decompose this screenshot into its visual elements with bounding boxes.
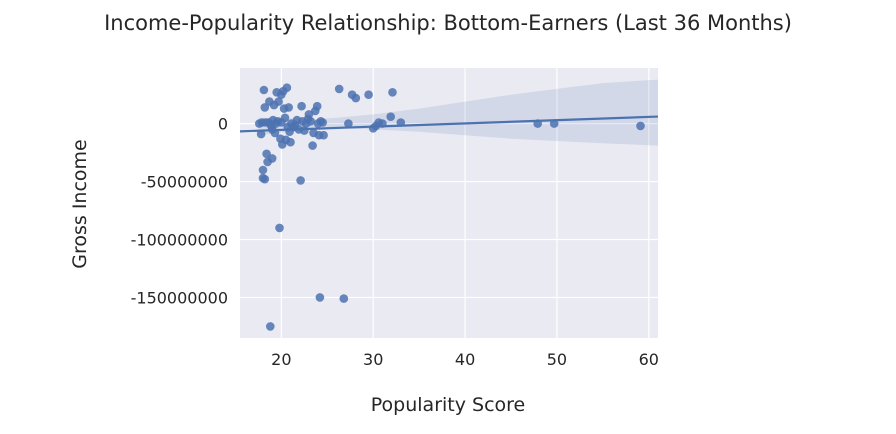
data-point	[344, 119, 353, 128]
x-axis-label: Popularity Score	[371, 394, 525, 416]
data-point	[284, 103, 294, 112]
data-point	[282, 83, 292, 92]
data-point	[636, 121, 645, 131]
data-point	[334, 84, 344, 94]
x-tick-label: 60	[639, 350, 659, 369]
x-tick-label: 50	[547, 350, 567, 369]
data-point	[351, 93, 361, 103]
data-point	[339, 294, 349, 303]
y-axis-label: Gross Income	[69, 139, 91, 269]
y-tick-label: -100000000	[131, 231, 228, 250]
data-point	[297, 101, 306, 111]
x-tick-labels: 20 30 40 50 60	[271, 350, 659, 369]
data-point	[260, 103, 270, 112]
data-point	[259, 85, 269, 95]
data-point	[318, 118, 328, 127]
y-tick-label: -150000000	[131, 288, 228, 307]
data-point	[319, 130, 328, 140]
data-point	[388, 88, 397, 97]
x-tick-label: 30	[363, 350, 383, 369]
data-point	[280, 113, 290, 123]
regression-line	[239, 115, 659, 133]
data-point	[304, 110, 314, 119]
chart-title: Income-Popularity Relationship: Bottom-E…	[104, 11, 792, 35]
confidence-band	[258, 79, 658, 146]
data-point	[267, 154, 277, 163]
x-tick-label: 20	[271, 350, 291, 369]
x-tick-label: 40	[455, 350, 475, 369]
data-point	[258, 165, 268, 175]
y-tick-labels: 0 -50000000 -100000000 -150000000	[131, 115, 228, 308]
data-point	[308, 141, 317, 150]
data-point	[286, 137, 295, 147]
data-point	[256, 129, 266, 139]
data-point	[274, 97, 283, 106]
data-point	[275, 223, 284, 233]
data-point	[296, 176, 305, 185]
y-tick-label: 0	[218, 115, 228, 134]
data-point	[260, 174, 270, 184]
data-point	[364, 90, 373, 99]
data-point	[549, 119, 559, 128]
data-point	[312, 101, 322, 111]
data-point	[386, 112, 396, 121]
data-point	[315, 293, 325, 302]
data-points	[254, 83, 645, 331]
y-tick-label: -50000000	[141, 173, 228, 192]
data-point	[306, 117, 316, 126]
data-point	[266, 322, 275, 331]
